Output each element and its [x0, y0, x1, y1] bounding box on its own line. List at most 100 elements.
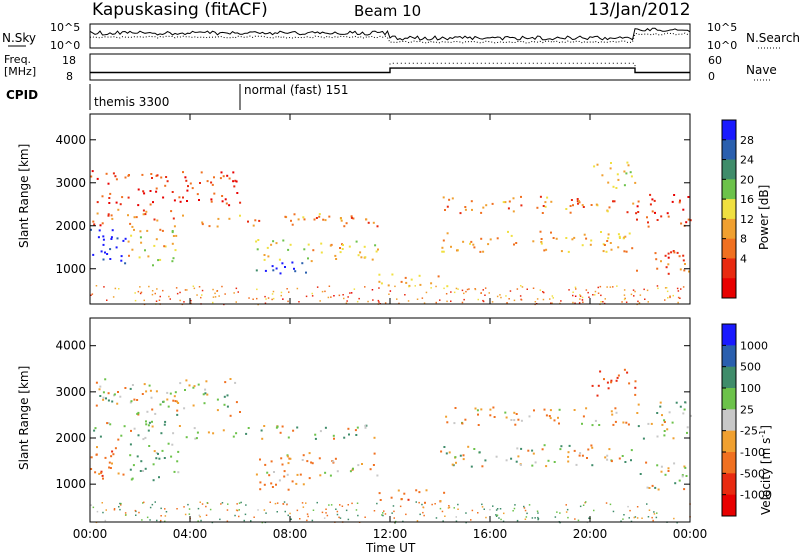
power-colorbar-tick-label: 28 [740, 134, 754, 147]
power-noise-cell [482, 289, 484, 291]
velocity-noise-cell [364, 516, 366, 518]
power-cell [109, 258, 112, 260]
velocity-noise-cell [636, 517, 639, 519]
velocity-cell [480, 408, 483, 411]
velocity-noise-cell [588, 517, 590, 519]
velocity-cell [98, 472, 101, 475]
power-cell [667, 263, 670, 266]
power-colorbar-segment [722, 258, 736, 279]
velocity-cell [684, 466, 687, 469]
velocity-noise-cell [198, 514, 201, 517]
power-cell [632, 202, 635, 205]
velocity-cell [598, 424, 601, 426]
freq-tick-high: 18 [62, 54, 76, 67]
power-noise-cell [677, 301, 679, 304]
velocity-cell [332, 461, 335, 464]
power-noise-cell [196, 294, 198, 296]
power-cell [472, 243, 475, 246]
power-cell [507, 230, 509, 233]
power-cell [607, 237, 610, 240]
velocity-cell [683, 408, 686, 411]
velocity-cell [308, 452, 311, 455]
power-cell [637, 211, 640, 213]
velocity-noise-cell [299, 518, 301, 520]
power-noise-cell [520, 285, 522, 287]
power-noise-cell [474, 288, 477, 291]
velocity-colorbar-segment [722, 388, 736, 410]
power-noise-cell [398, 302, 400, 305]
velocity-noise-cell [512, 510, 514, 512]
velocity-noise-cell [118, 506, 120, 508]
velocity-noise-cell [514, 504, 516, 506]
power-noise-cell [666, 290, 669, 293]
power-cell [139, 236, 142, 239]
power-noise-cell [646, 289, 649, 292]
velocity-noise-cell [306, 513, 309, 515]
velocity-cell [674, 482, 677, 485]
velocity-cell [329, 474, 332, 477]
power-cell [512, 197, 515, 200]
nsearch-label: N.Search [746, 31, 800, 45]
power-cell [147, 255, 150, 258]
velocity-cell [642, 437, 645, 440]
velocity-noise-cell [495, 514, 497, 516]
velocity-noise-cell [627, 505, 629, 508]
power-cell [172, 257, 175, 260]
velocity-noise-cell [138, 511, 140, 514]
power-cell [636, 205, 639, 208]
velocity-noise-cell [593, 509, 595, 512]
velocity-cell [90, 456, 93, 459]
power-noise-cell [612, 286, 614, 288]
velocity-noise-cell [245, 504, 247, 506]
velocity-colorbar-tick-label: -1000 [740, 489, 772, 502]
velocity-noise-cell [96, 510, 99, 513]
power-cell [359, 251, 362, 254]
power-cell [569, 211, 572, 214]
power-noise-cell [574, 302, 576, 304]
velocity-noise-cell [554, 516, 557, 518]
power-cell [289, 243, 292, 246]
power-noise-cell [90, 294, 92, 296]
power-cell [334, 254, 337, 257]
velocity-noise-cell [253, 516, 255, 518]
power-noise-cell [139, 292, 142, 295]
velocity-cell [596, 394, 599, 397]
velocity-cell [333, 437, 335, 440]
power-cell [569, 205, 572, 207]
power-noise-cell [443, 287, 445, 290]
velocity-noise-cell [392, 505, 395, 507]
velocity-cell [239, 411, 241, 413]
velocity-noise-cell [119, 508, 121, 511]
velocity-cell [149, 389, 152, 392]
power-cell [539, 195, 542, 198]
power-cell [446, 205, 449, 208]
power-cell [275, 267, 278, 270]
velocity-noise-cell [384, 513, 387, 515]
power-noise-cell [435, 301, 437, 304]
power-noise-cell [162, 289, 164, 292]
power-cell [456, 249, 459, 252]
velocity-cell [232, 435, 235, 438]
velocity-cell [194, 437, 197, 440]
power-cell [444, 209, 446, 211]
power-cell [264, 269, 267, 272]
velocity-noise-cell [565, 511, 568, 513]
velocity-noise-cell [653, 511, 655, 513]
velocity-noise-cell [457, 508, 459, 510]
velocity-cell [675, 401, 678, 404]
power-cell [602, 250, 605, 253]
velocity-cell [334, 457, 337, 460]
velocity-cell [129, 468, 132, 471]
power-noise-cell [212, 288, 214, 291]
velocity-noise-cell [523, 507, 526, 509]
velocity-noise-cell [188, 513, 191, 515]
velocity-noise-cell [143, 501, 145, 504]
power-cell [239, 214, 241, 217]
power-noise-cell [549, 298, 551, 300]
velocity-cell [147, 429, 150, 432]
velocity-cell [105, 397, 107, 400]
power-cell [210, 198, 213, 201]
velocity-colorbar-tick-label: 100 [740, 382, 761, 395]
velocity-cell [440, 450, 443, 453]
power-cell [441, 246, 444, 249]
